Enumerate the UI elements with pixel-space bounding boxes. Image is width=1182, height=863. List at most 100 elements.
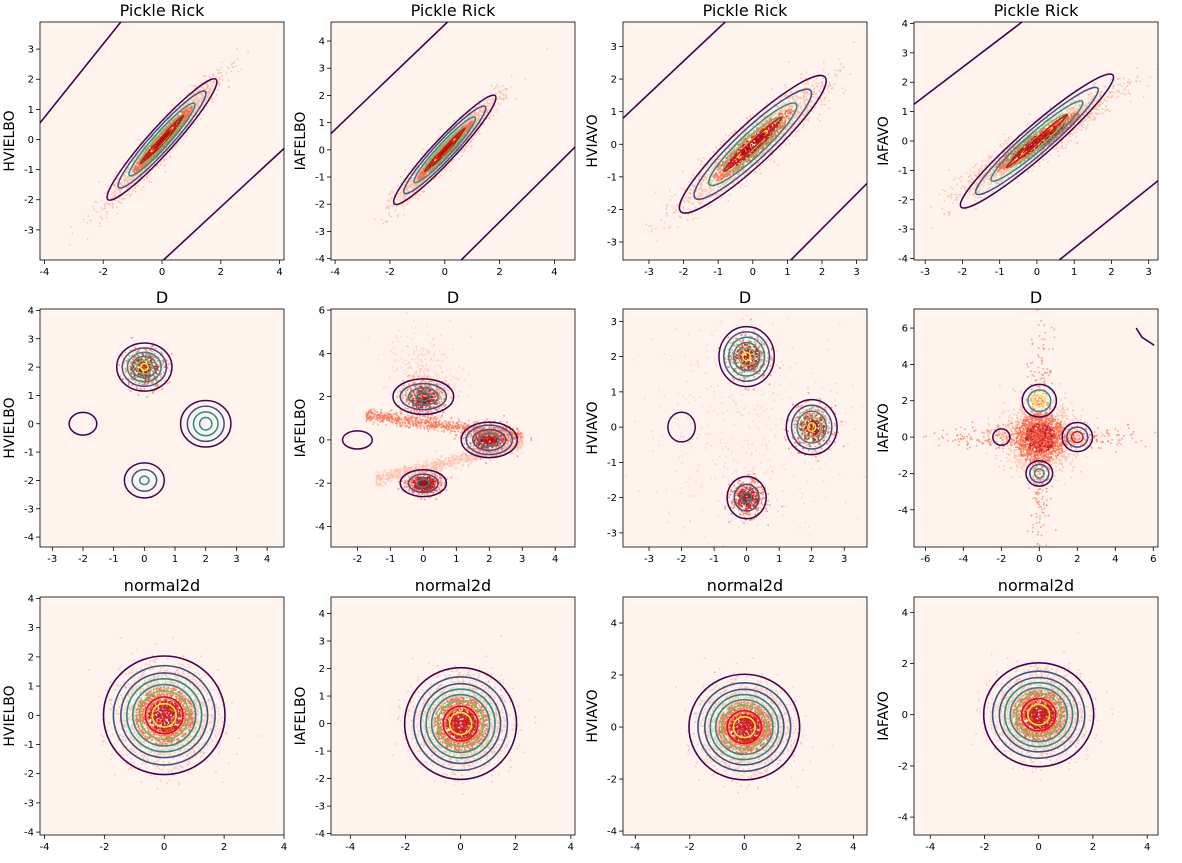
density-point: [663, 221, 666, 224]
density-point: [125, 194, 128, 196]
density-point: [196, 107, 199, 109]
density-point: [196, 95, 198, 97]
density-point: [437, 138, 439, 140]
density-point: [212, 75, 214, 78]
density-point: [209, 76, 211, 78]
density-point: [115, 191, 117, 194]
density-point: [426, 176, 429, 179]
density-point: [705, 189, 708, 191]
density-point: [386, 206, 388, 209]
density-point: [419, 194, 422, 197]
density-point: [192, 98, 194, 101]
density-point: [806, 79, 809, 82]
density-point: [205, 82, 208, 85]
density-point: [487, 108, 490, 110]
density-point: [418, 166, 420, 169]
density-point: [471, 133, 473, 135]
density-point: [439, 158, 442, 161]
density-point: [187, 109, 190, 112]
density-point: [415, 166, 418, 168]
density-point: [665, 212, 668, 215]
density-point: [466, 129, 469, 131]
density-point: [386, 199, 389, 201]
density-point: [216, 89, 219, 91]
density-point: [110, 193, 112, 196]
density-point: [500, 93, 502, 95]
density-point: [473, 134, 476, 136]
density-point: [467, 134, 470, 136]
density-point: [415, 165, 418, 167]
density-point: [404, 197, 407, 199]
density-point: [515, 98, 517, 100]
density-point: [496, 98, 499, 100]
density-point: [436, 168, 439, 170]
density-point: [167, 118, 170, 121]
density-point: [397, 214, 399, 216]
density-point: [419, 181, 422, 184]
density-point: [413, 188, 415, 190]
density-point: [133, 167, 136, 169]
density-point: [461, 141, 463, 143]
density-point: [719, 175, 722, 177]
density-point: [138, 164, 140, 167]
density-point: [137, 162, 139, 164]
density-point: [206, 87, 208, 89]
density-point: [232, 62, 235, 64]
density-point: [800, 106, 803, 108]
density-point: [193, 87, 196, 90]
density-point: [139, 157, 141, 160]
density-point: [153, 137, 156, 140]
density-point: [162, 157, 164, 160]
density-point: [416, 183, 419, 186]
y-tick-label: 0: [28, 135, 34, 146]
density-point: [165, 158, 167, 160]
density-point: [490, 110, 492, 113]
density-point: [202, 97, 204, 100]
density-point: [154, 150, 157, 152]
density-point: [173, 147, 176, 149]
density-point: [160, 164, 162, 166]
density-point: [196, 103, 199, 106]
density-point: [467, 126, 470, 128]
density-point: [183, 101, 185, 103]
density-point: [184, 111, 186, 114]
density-point: [405, 189, 407, 191]
density-point: [449, 138, 452, 141]
density-point: [454, 145, 457, 148]
density-point: [146, 155, 149, 158]
density-point: [496, 84, 498, 86]
density-point: [463, 124, 465, 126]
density-point: [404, 169, 407, 172]
density-point: [650, 224, 652, 227]
y-tick-label: 0: [319, 145, 325, 156]
density-point: [466, 136, 468, 138]
density-point: [421, 175, 424, 178]
density-point: [131, 175, 133, 178]
density-point: [760, 118, 762, 120]
density-point: [148, 172, 150, 175]
density-point: [453, 143, 456, 145]
density-point: [128, 185, 131, 187]
density-point: [691, 177, 693, 179]
density-point: [111, 202, 114, 204]
density-point: [191, 92, 194, 95]
density-point: [178, 132, 180, 135]
density-point: [388, 193, 390, 196]
density-point: [179, 97, 181, 100]
x-tick-label: -4: [330, 267, 340, 278]
density-point: [141, 165, 144, 167]
density-point: [473, 114, 475, 116]
density-point: [808, 109, 810, 112]
density-point: [705, 191, 707, 193]
density-point: [210, 80, 213, 83]
density-point: [435, 175, 437, 178]
density-point: [399, 176, 402, 178]
density-point: [720, 164, 723, 166]
density-point: [179, 111, 181, 114]
density-point: [417, 179, 419, 181]
density-point: [154, 146, 157, 149]
density-point: [504, 88, 507, 90]
density-point: [114, 194, 117, 196]
density-point: [407, 185, 409, 187]
density-point: [215, 94, 218, 96]
